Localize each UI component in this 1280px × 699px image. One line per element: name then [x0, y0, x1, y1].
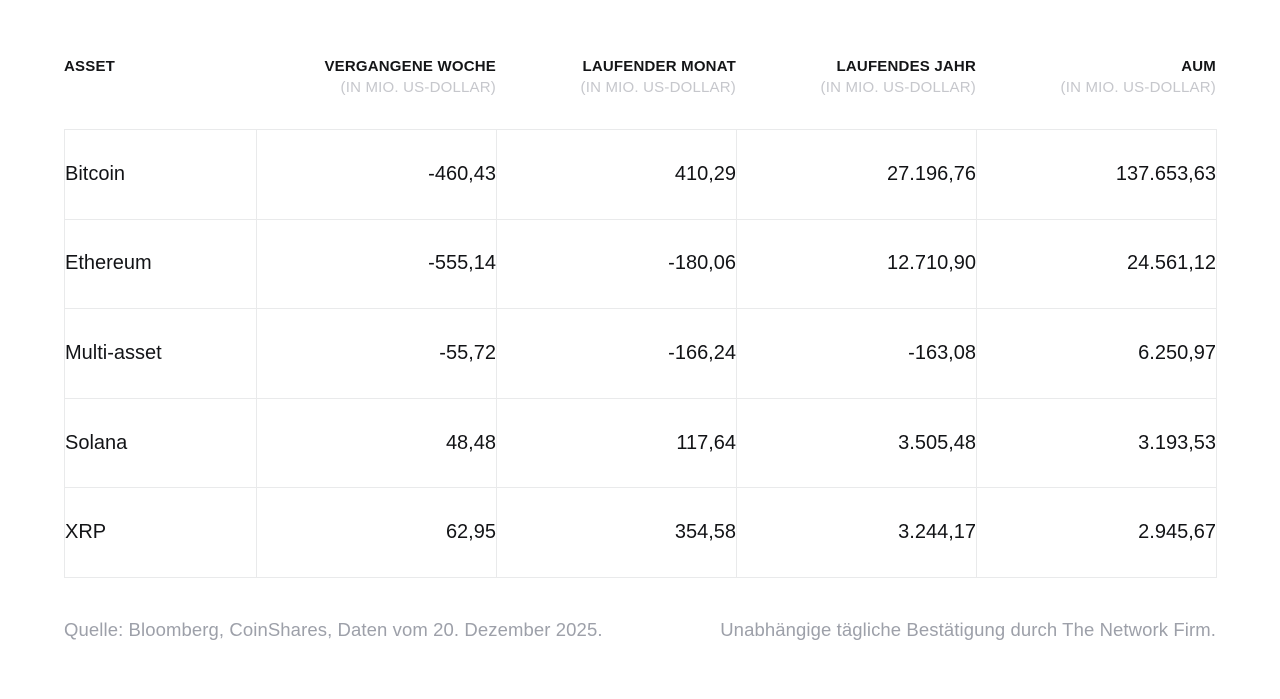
value-cell-past-week: -460,43 — [256, 129, 497, 220]
column-header-label: ASSET — [64, 58, 116, 75]
table-row-multi-asset: Multi-asset -55,72 -166,24 -163,08 6.250… — [64, 308, 1217, 399]
value-cell-aum: 3.193,53 — [976, 397, 1217, 489]
asset-name-cell: Bitcoin — [64, 129, 257, 220]
column-header-past-week: VERGANGENE WOCHE (IN MIO. US-DOLLAR) — [256, 58, 496, 97]
column-header-unit: (IN MIO. US-DOLLAR) — [820, 79, 976, 96]
value-cell-year-to-date: 27.196,76 — [736, 129, 977, 220]
value-cell-month-to-date: 117,64 — [496, 397, 737, 489]
value-cell-month-to-date: 410,29 — [496, 129, 737, 220]
value-cell-year-to-date: -163,08 — [736, 308, 977, 399]
value-cell-past-week: -55,72 — [256, 308, 497, 399]
value-cell-aum: 137.653,63 — [976, 129, 1217, 220]
verification-note: Unabhängige tägliche Bestätigung durch T… — [720, 618, 1216, 640]
value-cell-month-to-date: -166,24 — [496, 308, 737, 399]
crypto-fund-flows-page: ASSET VERGANGENE WOCHE (IN MIO. US-DOLLA… — [64, 0, 1217, 641]
value-cell-aum: 2.945,67 — [976, 487, 1217, 578]
value-cell-month-to-date: -180,06 — [496, 218, 737, 310]
column-header-label: AUM — [1181, 58, 1216, 75]
column-header-month-to-date: LAUFENDER MONAT (IN MIO. US-DOLLAR) — [496, 58, 736, 97]
value-cell-aum: 24.561,12 — [976, 218, 1217, 310]
column-header-label: LAUFENDES JAHR — [836, 58, 976, 75]
column-header-unit: (IN MIO. US-DOLLAR) — [580, 79, 736, 96]
column-header-aum: AUM (IN MIO. US-DOLLAR) — [976, 58, 1216, 97]
table-row-solana: Solana 48,48 117,64 3.505,48 3.193,53 — [64, 397, 1217, 489]
table-row-ethereum: Ethereum -555,14 -180,06 12.710,90 24.56… — [64, 218, 1217, 310]
table-row-bitcoin: Bitcoin -460,43 410,29 27.196,76 137.653… — [64, 129, 1217, 220]
value-cell-aum: 6.250,97 — [976, 308, 1217, 399]
value-cell-year-to-date: 3.505,48 — [736, 397, 977, 489]
table-footer: Quelle: Bloomberg, CoinShares, Daten vom… — [64, 619, 1216, 641]
column-header-year-to-date: LAUFENDES JAHR (IN MIO. US-DOLLAR) — [736, 58, 976, 97]
table-column-headers: ASSET VERGANGENE WOCHE (IN MIO. US-DOLLA… — [64, 58, 1216, 97]
asset-name-cell: XRP — [64, 487, 257, 578]
value-cell-month-to-date: 354,58 — [496, 487, 737, 578]
value-cell-year-to-date: 3.244,17 — [736, 487, 977, 578]
column-header-label: VERGANGENE WOCHE — [324, 58, 496, 75]
fund-flows-table: Bitcoin -460,43 410,29 27.196,76 137.653… — [64, 129, 1217, 578]
column-header-asset: ASSET — [64, 58, 256, 76]
table-row-xrp: XRP 62,95 354,58 3.244,17 2.945,67 — [64, 487, 1217, 578]
asset-name-cell: Solana — [64, 397, 257, 489]
column-header-label: LAUFENDER MONAT — [582, 58, 736, 75]
asset-name-cell: Ethereum — [64, 218, 257, 310]
source-attribution: Quelle: Bloomberg, CoinShares, Daten vom… — [64, 618, 603, 640]
value-cell-past-week: 62,95 — [256, 487, 497, 578]
value-cell-past-week: 48,48 — [256, 397, 497, 489]
value-cell-past-week: -555,14 — [256, 218, 497, 310]
column-header-unit: (IN MIO. US-DOLLAR) — [340, 79, 496, 96]
column-header-unit: (IN MIO. US-DOLLAR) — [1060, 79, 1216, 96]
asset-name-cell: Multi-asset — [64, 308, 257, 399]
value-cell-year-to-date: 12.710,90 — [736, 218, 977, 310]
